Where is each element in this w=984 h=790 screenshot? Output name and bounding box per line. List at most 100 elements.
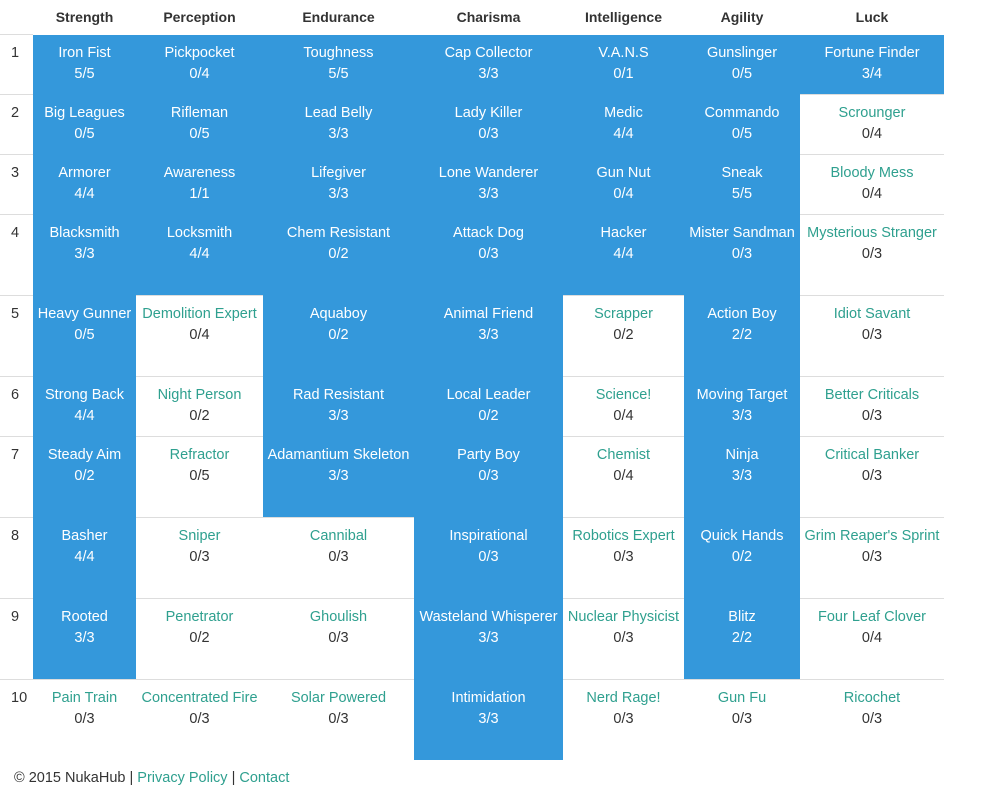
perk-name[interactable]: Cap Collector: [444, 45, 533, 61]
perk-cell[interactable]: Gunslinger 0/5: [684, 34, 800, 95]
perk-name[interactable]: Solar Powered: [290, 690, 387, 706]
perk-name[interactable]: Lone Wanderer: [438, 165, 539, 181]
perk-cell[interactable]: Nerd Rage! 0/3: [563, 679, 684, 760]
perk-name[interactable]: Local Leader: [446, 387, 531, 403]
perk-name[interactable]: Chem Resistant: [286, 225, 391, 241]
perk-name[interactable]: Wasteland Whisperer: [419, 609, 558, 625]
perk-cell[interactable]: Lead Belly 3/3: [263, 94, 414, 155]
perk-cell[interactable]: Action Boy 2/2: [684, 295, 800, 377]
perk-name[interactable]: Adamantium Skeleton: [267, 447, 410, 463]
perk-name[interactable]: Rifleman: [170, 105, 229, 121]
perk-cell[interactable]: Pickpocket 0/4: [136, 34, 263, 95]
perk-cell[interactable]: Concentrated Fire 0/3: [136, 679, 263, 760]
perk-cell[interactable]: Cannibal 0/3: [263, 517, 414, 599]
perk-cell[interactable]: Grim Reaper's Sprint 0/3: [800, 517, 944, 599]
perk-name[interactable]: Scrapper: [594, 306, 653, 322]
perk-cell[interactable]: Party Boy 0/3: [414, 436, 563, 518]
perk-cell[interactable]: Toughness 5/5: [263, 34, 414, 95]
perk-name[interactable]: Gun Fu: [717, 690, 767, 706]
perk-name[interactable]: Commando: [704, 105, 780, 121]
perk-cell[interactable]: Demolition Expert 0/4: [136, 295, 263, 377]
perk-cell[interactable]: Critical Banker 0/3: [800, 436, 944, 518]
perk-cell[interactable]: Chemist 0/4: [563, 436, 684, 518]
perk-cell[interactable]: Robotics Expert 0/3: [563, 517, 684, 599]
perk-cell[interactable]: Ninja 3/3: [684, 436, 800, 518]
perk-cell[interactable]: V.A.N.S 0/1: [563, 34, 684, 95]
perk-cell[interactable]: Blitz 2/2: [684, 598, 800, 680]
perk-cell[interactable]: Night Person 0/2: [136, 376, 263, 437]
perk-name[interactable]: Attack Dog: [453, 225, 524, 241]
perk-name[interactable]: Blacksmith: [49, 225, 120, 241]
perk-cell[interactable]: Gun Nut 0/4: [563, 154, 684, 215]
perk-name[interactable]: Penetrator: [165, 609, 234, 625]
perk-cell[interactable]: Science! 0/4: [563, 376, 684, 437]
perk-name[interactable]: Rooted: [61, 609, 108, 625]
perk-name[interactable]: Action Boy: [707, 306, 777, 322]
perk-cell[interactable]: Chem Resistant 0/2: [263, 214, 414, 296]
perk-cell[interactable]: Mister Sandman 0/3: [684, 214, 800, 296]
perk-name[interactable]: Blitz: [728, 609, 756, 625]
perk-name[interactable]: Intimidation: [451, 690, 526, 706]
perk-name[interactable]: Sniper: [178, 528, 221, 544]
perk-name[interactable]: Bloody Mess: [830, 165, 914, 181]
perk-name[interactable]: Toughness: [303, 45, 374, 61]
perk-name[interactable]: Moving Target: [696, 387, 788, 403]
perk-cell[interactable]: Wasteland Whisperer 3/3: [414, 598, 563, 680]
perk-name[interactable]: Awareness: [163, 165, 236, 181]
perk-cell[interactable]: Cap Collector 3/3: [414, 34, 563, 95]
perk-name[interactable]: Pickpocket: [164, 45, 235, 61]
perk-cell[interactable]: Rooted 3/3: [33, 598, 136, 680]
perk-name[interactable]: Heavy Gunner: [37, 306, 132, 322]
contact-link[interactable]: Contact: [239, 770, 290, 786]
perk-cell[interactable]: Rifleman 0/5: [136, 94, 263, 155]
perk-name[interactable]: Hacker: [600, 225, 647, 241]
perk-name[interactable]: Idiot Savant: [833, 306, 911, 322]
perk-cell[interactable]: Ghoulish 0/3: [263, 598, 414, 680]
perk-cell[interactable]: Nuclear Physicist 0/3: [563, 598, 684, 680]
perk-name[interactable]: Critical Banker: [824, 447, 920, 463]
perk-name[interactable]: Locksmith: [166, 225, 233, 241]
perk-name[interactable]: Lead Belly: [304, 105, 373, 121]
perk-name[interactable]: Inspirational: [449, 528, 528, 544]
perk-name[interactable]: Science!: [595, 387, 652, 403]
perk-cell[interactable]: Iron Fist 5/5: [33, 34, 136, 95]
perk-name[interactable]: Rad Resistant: [292, 387, 385, 403]
privacy-policy-link[interactable]: Privacy Policy: [137, 770, 228, 786]
perk-cell[interactable]: Commando 0/5: [684, 94, 800, 155]
perk-name[interactable]: Sneak: [721, 165, 763, 181]
perk-cell[interactable]: Blacksmith 3/3: [33, 214, 136, 296]
perk-name[interactable]: Scrounger: [838, 105, 906, 121]
perk-cell[interactable]: Steady Aim 0/2: [33, 436, 136, 518]
perk-name[interactable]: Ricochet: [843, 690, 901, 706]
perk-cell[interactable]: Scrounger 0/4: [800, 94, 944, 155]
perk-cell[interactable]: Lone Wanderer 3/3: [414, 154, 563, 215]
perk-cell[interactable]: Lifegiver 3/3: [263, 154, 414, 215]
perk-name[interactable]: Mister Sandman: [689, 225, 795, 241]
perk-name[interactable]: Gunslinger: [706, 45, 778, 61]
perk-cell[interactable]: Aquaboy 0/2: [263, 295, 414, 377]
perk-name[interactable]: Armorer: [58, 165, 111, 181]
perk-name[interactable]: Better Criticals: [824, 387, 920, 403]
perk-name[interactable]: Lifegiver: [311, 165, 366, 181]
perk-name[interactable]: Lady Killer: [454, 105, 523, 121]
perk-cell[interactable]: Attack Dog 0/3: [414, 214, 563, 296]
perk-name[interactable]: Ninja: [725, 447, 759, 463]
perk-name[interactable]: Iron Fist: [58, 45, 111, 61]
perk-name[interactable]: Demolition Expert: [142, 306, 257, 322]
perk-name[interactable]: Quick Hands: [700, 528, 784, 544]
perk-cell[interactable]: Moving Target 3/3: [684, 376, 800, 437]
perk-cell[interactable]: Armorer 4/4: [33, 154, 136, 215]
perk-cell[interactable]: Sniper 0/3: [136, 517, 263, 599]
perk-name[interactable]: Aquaboy: [309, 306, 368, 322]
perk-cell[interactable]: Hacker 4/4: [563, 214, 684, 296]
perk-cell[interactable]: Gun Fu 0/3: [684, 679, 800, 760]
perk-cell[interactable]: Fortune Finder 3/4: [800, 34, 944, 95]
perk-cell[interactable]: Local Leader 0/2: [414, 376, 563, 437]
perk-cell[interactable]: Heavy Gunner 0/5: [33, 295, 136, 377]
perk-cell[interactable]: Strong Back 4/4: [33, 376, 136, 437]
perk-name[interactable]: Grim Reaper's Sprint: [804, 528, 940, 544]
perk-cell[interactable]: Big Leagues 0/5: [33, 94, 136, 155]
perk-name[interactable]: Gun Nut: [596, 165, 651, 181]
perk-cell[interactable]: Adamantium Skeleton 3/3: [263, 436, 414, 518]
perk-cell[interactable]: Better Criticals 0/3: [800, 376, 944, 437]
